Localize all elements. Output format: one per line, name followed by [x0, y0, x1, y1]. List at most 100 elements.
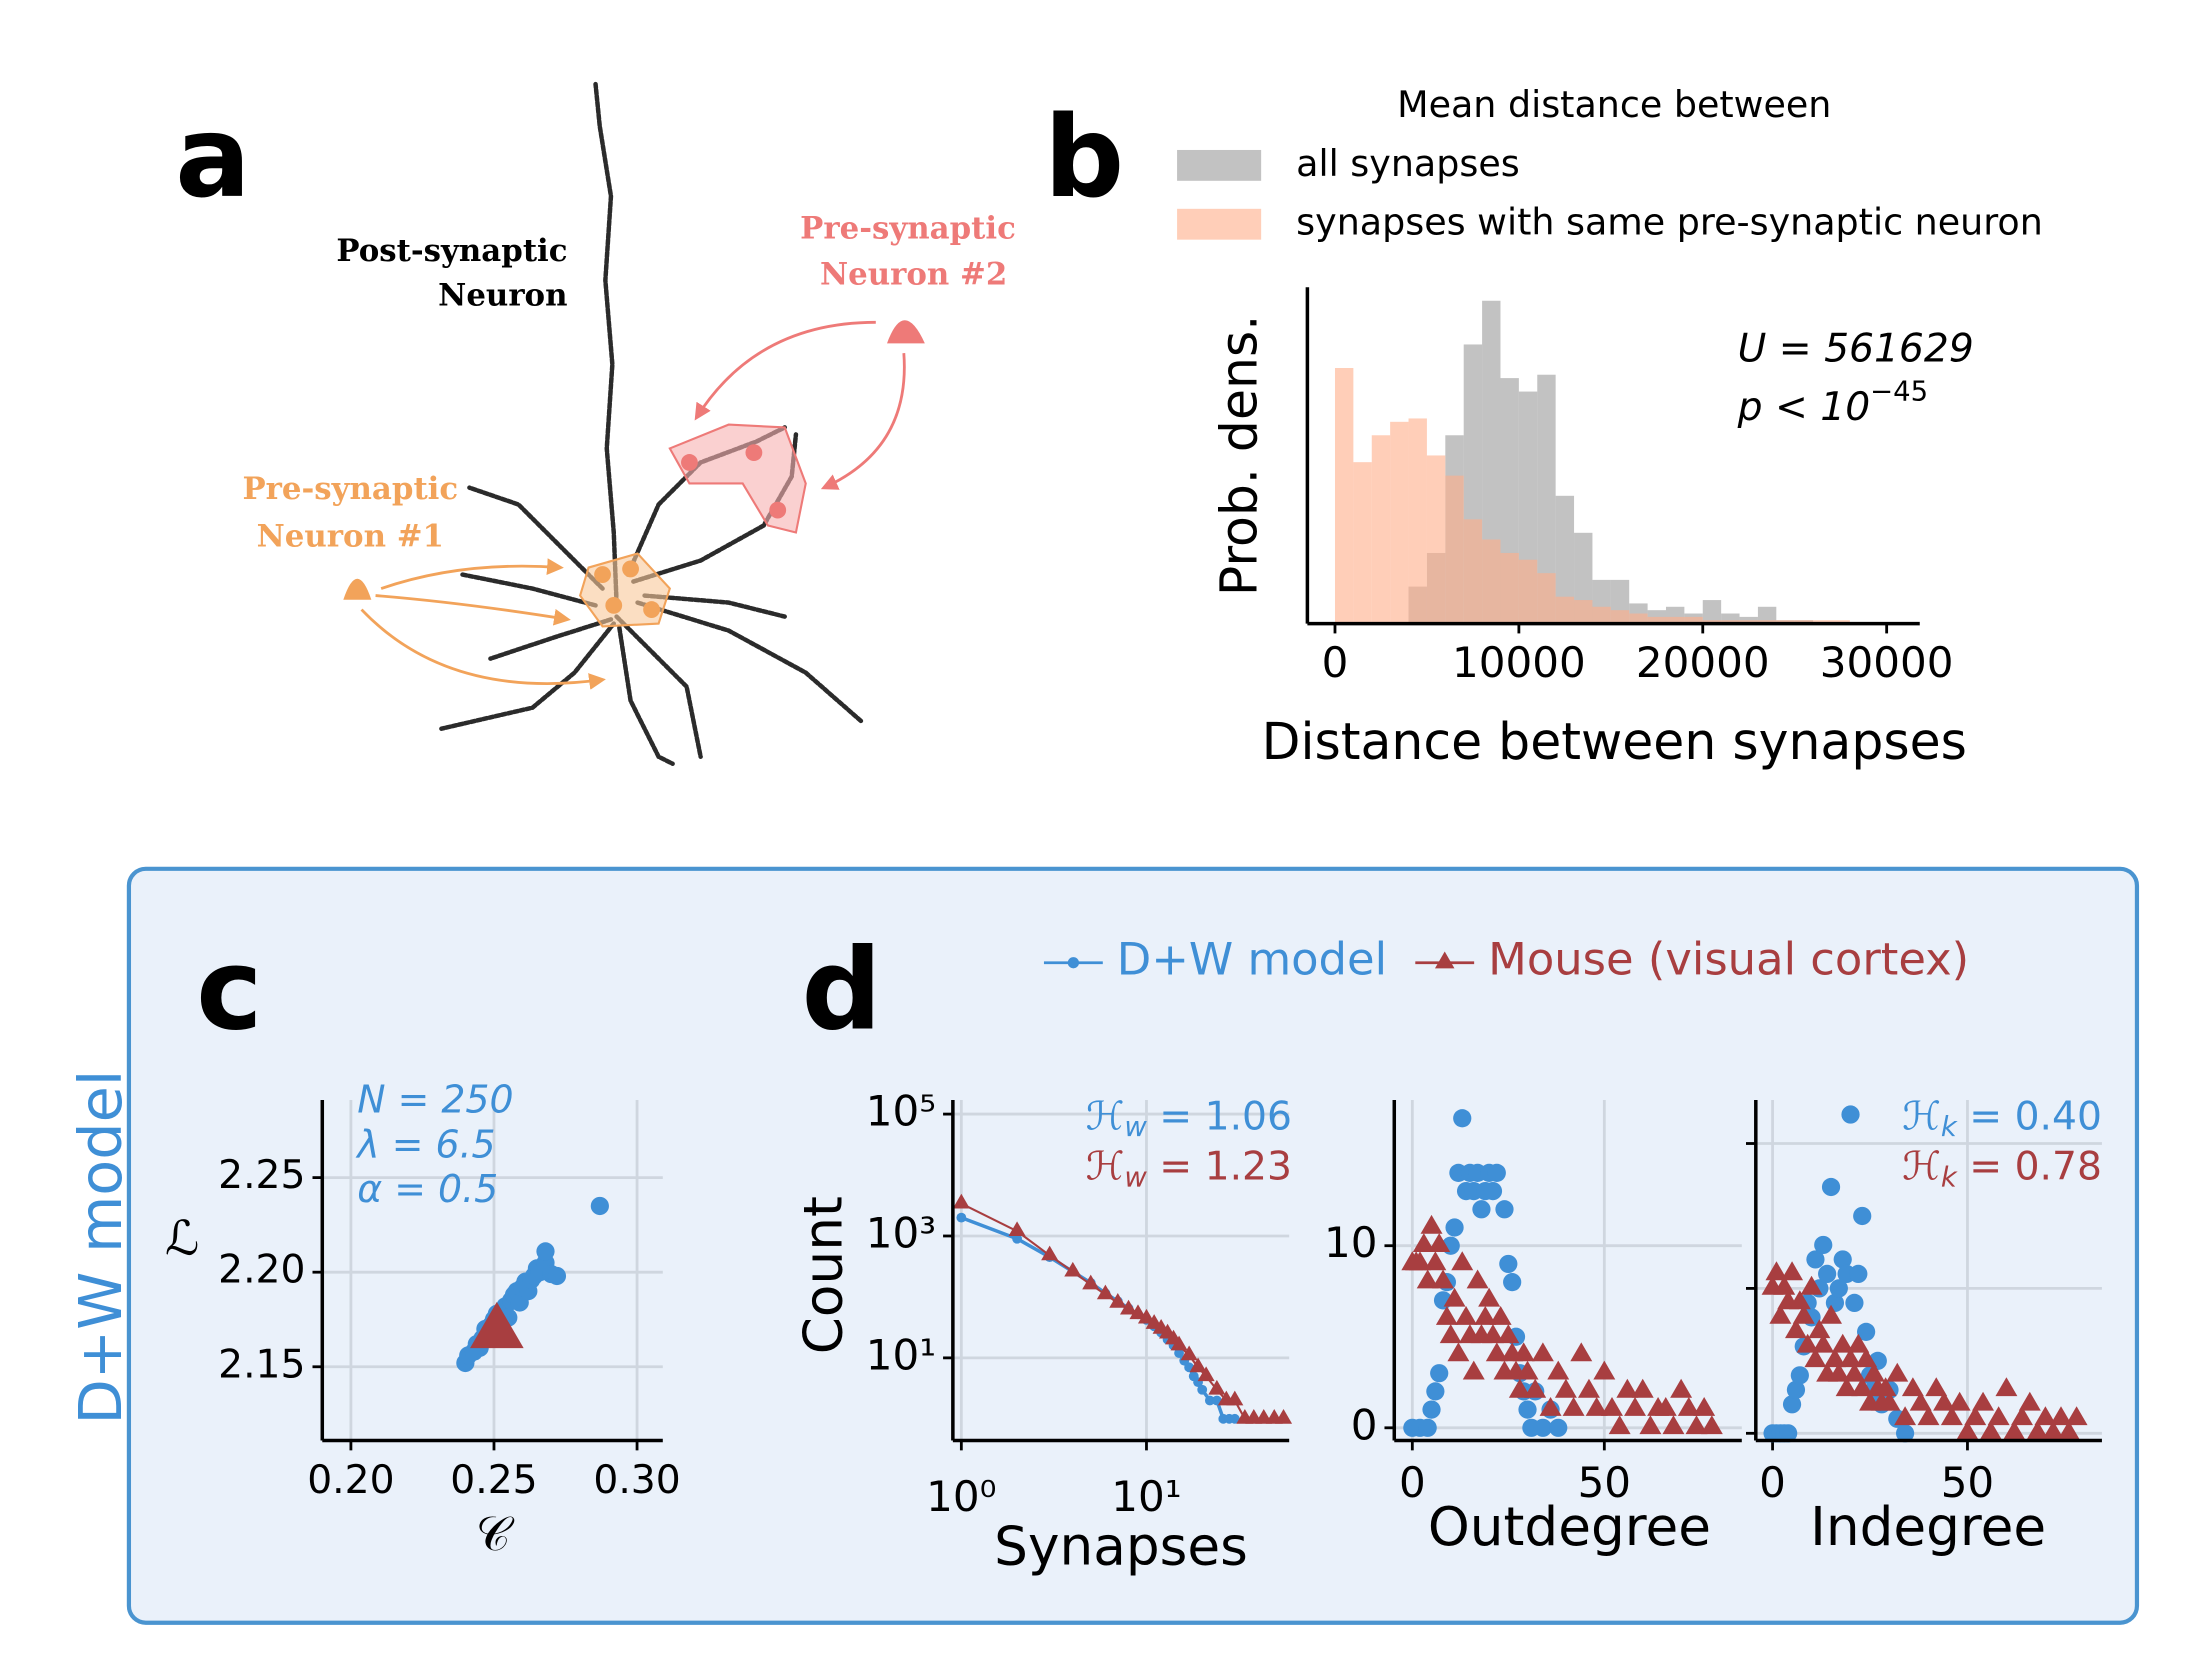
point — [1917, 1406, 1940, 1426]
point — [2050, 1406, 2072, 1426]
point — [1796, 1333, 1819, 1353]
y-axis-label: ℒ — [165, 1212, 199, 1267]
annotation-text: = 0.78 — [1957, 1144, 2102, 1189]
point — [1964, 1406, 1987, 1426]
bar — [1684, 616, 1703, 624]
point — [1827, 1362, 1850, 1382]
annotation-symbol: ℋ — [1086, 1094, 1125, 1139]
point — [1631, 1378, 1654, 1398]
bar — [1574, 600, 1593, 624]
point — [1549, 1418, 1568, 1437]
x-tick-label: 10¹ — [1111, 1472, 1181, 1521]
point — [1554, 1378, 1577, 1398]
point — [1432, 1269, 1455, 1289]
x-axis-label: Outdegree — [1428, 1496, 1711, 1558]
x-tick-label: 50 — [1578, 1458, 1631, 1507]
legend-label: D+W model — [1117, 933, 1387, 986]
diagram-label: Neuron — [438, 278, 567, 314]
y-tick-label: 10¹ — [866, 1330, 936, 1379]
bar — [1518, 559, 1538, 624]
bar — [1463, 519, 1483, 624]
point — [2018, 1391, 2041, 1411]
point — [1948, 1391, 1971, 1411]
bar — [1739, 616, 1758, 624]
point — [1547, 1360, 1570, 1380]
point — [1895, 1424, 1915, 1443]
bar — [1482, 539, 1501, 624]
point — [1940, 1406, 1963, 1426]
bar — [1537, 573, 1556, 624]
y-tick-label: 10⁵ — [866, 1087, 936, 1136]
point — [1472, 1200, 1491, 1219]
point — [1835, 1377, 1858, 1397]
point — [1137, 1308, 1156, 1324]
point — [1585, 1396, 1608, 1416]
box-label: D+W model — [66, 1070, 135, 1425]
point — [1508, 1378, 1531, 1398]
x-tick-label: 0 — [1322, 638, 1349, 687]
annotation-symbol: ℋ — [1902, 1094, 1941, 1139]
point — [956, 1212, 967, 1223]
point — [1654, 1396, 1677, 1416]
x-tick-label: 30000 — [1820, 638, 1954, 687]
point — [1189, 1357, 1207, 1373]
point — [1208, 1379, 1226, 1395]
point — [1779, 1424, 1798, 1443]
point — [2003, 1420, 2026, 1440]
annotation: ℋw = 1.23 — [1086, 1144, 1292, 1193]
point — [1570, 1342, 1593, 1362]
point — [1170, 1335, 1188, 1351]
point — [1781, 1261, 1804, 1281]
point — [1485, 1342, 1508, 1362]
point — [2065, 1406, 2088, 1426]
point — [1979, 1420, 2002, 1440]
bar — [1757, 606, 1777, 624]
x-tick-label: 0.20 — [307, 1458, 394, 1503]
point — [1409, 1251, 1431, 1271]
point — [1786, 1380, 1806, 1399]
legend-marker — [1434, 951, 1455, 969]
x-tick-label: 0 — [1759, 1458, 1786, 1507]
y-tick-label: 2.15 — [218, 1342, 305, 1387]
bar — [1555, 495, 1575, 624]
point — [1956, 1420, 1979, 1440]
diagram-label: Pre-synaptic — [800, 210, 1016, 246]
point — [1447, 1342, 1470, 1362]
point — [1593, 1360, 1616, 1380]
annotation-symbol: ℋ — [1086, 1144, 1125, 1189]
bar — [1353, 462, 1372, 624]
bar — [1629, 613, 1648, 624]
bar — [1426, 455, 1446, 624]
point — [1820, 1304, 1843, 1324]
point — [1497, 1324, 1520, 1344]
point — [1601, 1396, 1623, 1416]
diagram-label: Pre-synaptic — [242, 471, 458, 507]
point — [1782, 1395, 1802, 1414]
point — [1818, 1264, 1837, 1284]
bar — [1408, 418, 1427, 624]
point — [1524, 1378, 1547, 1398]
point — [1886, 1362, 1909, 1382]
y-axis-label: Prob. dens. — [1209, 315, 1268, 596]
model-box — [126, 866, 2140, 1625]
x-tick-label: 0.25 — [450, 1458, 537, 1503]
legend-swatch — [1177, 208, 1262, 240]
point — [1229, 1413, 1240, 1424]
point — [1823, 1348, 1846, 1368]
bar — [1592, 606, 1611, 624]
annotation-text: λ = 6.5 — [355, 1122, 495, 1166]
legend-label: synapses with same pre-synaptic neuron — [1296, 201, 2043, 244]
bar — [1702, 600, 1722, 624]
point — [1435, 1305, 1458, 1325]
annotation: α = 0.5 — [357, 1167, 498, 1211]
point — [1800, 1275, 1823, 1295]
bar — [1500, 552, 1519, 624]
panel-label: d — [802, 925, 882, 1055]
annotation-text: = 1.06 — [1147, 1094, 1292, 1139]
bar — [1445, 475, 1464, 624]
annotation: p < 10−45 — [1737, 376, 1929, 429]
point — [1792, 1304, 1815, 1324]
point — [1814, 1235, 1833, 1255]
